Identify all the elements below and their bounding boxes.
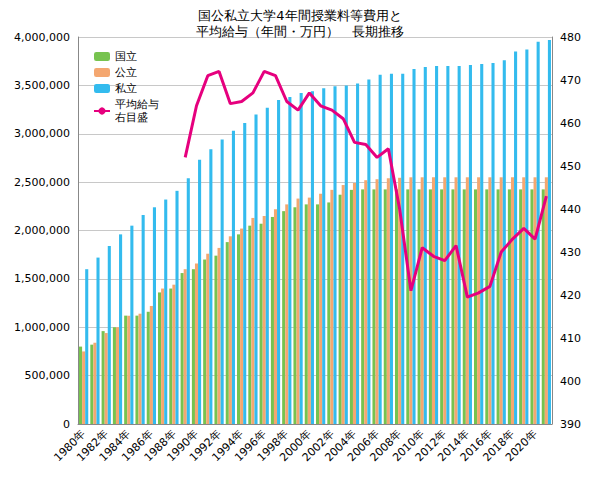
- svg-text:1988年: 1988年: [141, 427, 179, 465]
- svg-text:1994年: 1994年: [209, 427, 247, 465]
- svg-text:2012年: 2012年: [412, 427, 450, 465]
- svg-text:2002年: 2002年: [299, 427, 337, 465]
- svg-text:390: 390: [560, 418, 581, 431]
- svg-text:1990年: 1990年: [164, 427, 202, 465]
- svg-text:2016年: 2016年: [457, 427, 495, 465]
- svg-text:0: 0: [63, 418, 70, 431]
- svg-text:平均給与: 平均給与: [115, 98, 159, 111]
- svg-text:430: 430: [560, 246, 581, 259]
- svg-text:470: 470: [560, 74, 581, 87]
- svg-text:1998年: 1998年: [254, 427, 292, 465]
- svg-text:4,000,000: 4,000,000: [14, 31, 70, 44]
- svg-text:2000年: 2000年: [277, 427, 314, 465]
- svg-text:480: 480: [560, 31, 581, 44]
- svg-text:2,500,000: 2,500,000: [14, 176, 70, 189]
- svg-text:2020年: 2020年: [503, 427, 540, 464]
- svg-text:500,000: 500,000: [25, 369, 71, 382]
- svg-text:2006年: 2006年: [344, 427, 382, 465]
- svg-text:私立: 私立: [115, 82, 137, 95]
- svg-text:2018年: 2018年: [480, 427, 518, 465]
- svg-text:1,500,000: 1,500,000: [14, 272, 70, 285]
- svg-text:1980年: 1980年: [51, 427, 89, 465]
- svg-text:1982年: 1982年: [74, 427, 111, 465]
- svg-text:2010年: 2010年: [390, 427, 427, 465]
- svg-text:3,500,000: 3,500,000: [14, 79, 70, 92]
- svg-text:右目盛: 右目盛: [115, 111, 148, 124]
- svg-text:3,000,000: 3,000,000: [14, 127, 70, 140]
- svg-text:国公私立大学4年間授業料等費用と: 国公私立大学4年間授業料等費用と: [198, 8, 401, 23]
- svg-text:1,000,000: 1,000,000: [14, 321, 70, 334]
- svg-text:460: 460: [560, 117, 581, 130]
- svg-text:2008年: 2008年: [367, 427, 405, 465]
- svg-text:400: 400: [560, 375, 581, 388]
- svg-text:2004年: 2004年: [322, 427, 360, 465]
- svg-text:国立: 国立: [115, 50, 137, 63]
- svg-text:1996年: 1996年: [232, 427, 269, 465]
- svg-text:2014年: 2014年: [435, 427, 472, 465]
- svg-text:1992年: 1992年: [186, 427, 224, 465]
- svg-text:410: 410: [560, 332, 581, 345]
- svg-text:420: 420: [560, 289, 581, 302]
- svg-text:1986年: 1986年: [119, 427, 156, 465]
- svg-text:平均給与（年間・万円） 長期推移: 平均給与（年間・万円） 長期推移: [196, 24, 404, 39]
- svg-text:1984年: 1984年: [96, 427, 134, 465]
- svg-text:450: 450: [560, 160, 581, 173]
- svg-text:440: 440: [560, 203, 581, 216]
- svg-text:公立: 公立: [115, 66, 137, 79]
- svg-text:2,000,000: 2,000,000: [14, 224, 70, 237]
